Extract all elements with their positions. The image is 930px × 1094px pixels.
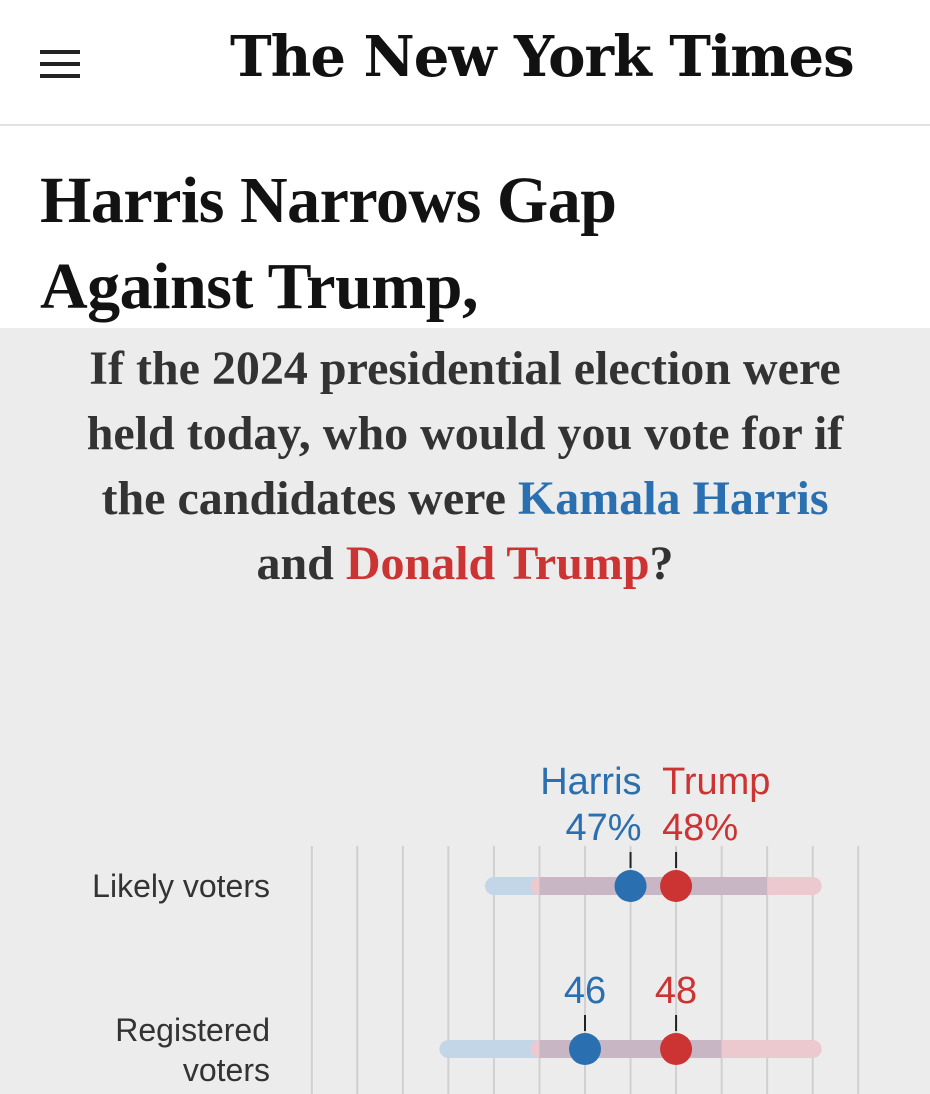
trump-value-label: 48% bbox=[662, 807, 738, 849]
question-trump-name: Donald Trump bbox=[345, 537, 650, 590]
trump-dot bbox=[660, 1033, 693, 1065]
masthead-logo[interactable]: The New York Times bbox=[230, 24, 855, 90]
top-bar: The New York Times bbox=[0, 0, 930, 126]
headline-line-2: Against Trump, bbox=[40, 250, 478, 323]
trump-name-label: Trump bbox=[662, 761, 770, 803]
headline: Harris Narrows Gap Against Trump, bbox=[40, 158, 900, 330]
harris-value-label: 46 bbox=[564, 970, 606, 1012]
question-text: If the 2024 presidential election were h… bbox=[86, 342, 844, 525]
dot-range-chart: 47% 48% Harris Trump Likely voters 46 48 Regist… bbox=[92, 761, 860, 1094]
poll-graphic: If the 2024 presidential election were h… bbox=[0, 328, 930, 1094]
trump-value-label: 48 bbox=[655, 970, 697, 1012]
harris-name-label: Harris bbox=[540, 761, 641, 803]
row-label: Registered bbox=[115, 1012, 270, 1048]
headline-line-1: Harris Narrows Gap bbox=[40, 164, 617, 237]
poll-question: If the 2024 presidential election were h… bbox=[65, 336, 865, 596]
row-label: voters bbox=[183, 1052, 270, 1088]
question-mark: ? bbox=[649, 537, 674, 590]
harris-value-label: 47% bbox=[565, 807, 641, 849]
row-label: Likely voters bbox=[92, 868, 270, 904]
question-harris-name: Kamala Harris bbox=[517, 472, 829, 525]
harris-dot bbox=[614, 870, 647, 902]
hamburger-menu-icon[interactable] bbox=[40, 50, 80, 80]
harris-dot bbox=[569, 1033, 601, 1065]
question-and: and bbox=[256, 537, 346, 590]
trump-dot bbox=[660, 870, 693, 902]
